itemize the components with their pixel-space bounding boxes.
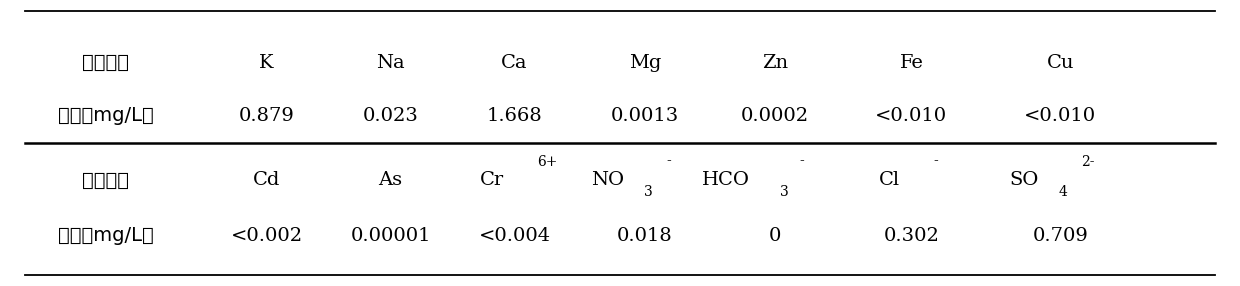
Text: Ca: Ca — [501, 54, 528, 72]
Text: 0.00001: 0.00001 — [351, 227, 430, 245]
Text: 检测项目: 检测项目 — [82, 53, 129, 72]
Text: HCO: HCO — [702, 171, 750, 189]
Text: Cr: Cr — [480, 171, 505, 189]
Text: Na: Na — [376, 54, 405, 72]
Text: 0.709: 0.709 — [1032, 227, 1089, 245]
Text: 0.023: 0.023 — [362, 107, 419, 125]
Text: SO: SO — [1009, 171, 1039, 189]
Text: 2-: 2- — [1081, 155, 1095, 168]
Text: <0.002: <0.002 — [231, 227, 303, 245]
Text: Fe: Fe — [899, 54, 924, 72]
Text: -: - — [800, 155, 805, 168]
Text: 3: 3 — [780, 185, 789, 198]
Text: Mg: Mg — [629, 54, 661, 72]
Text: 0.0002: 0.0002 — [742, 107, 808, 125]
Text: K: K — [259, 54, 274, 72]
Text: 0: 0 — [769, 227, 781, 245]
Text: As: As — [378, 171, 403, 189]
Text: 0.018: 0.018 — [618, 227, 672, 245]
Text: Cd: Cd — [253, 171, 280, 189]
Text: <0.004: <0.004 — [479, 227, 551, 245]
Text: <0.010: <0.010 — [1024, 107, 1096, 125]
Text: Zn: Zn — [761, 54, 789, 72]
Text: <0.010: <0.010 — [875, 107, 947, 125]
Text: 0.302: 0.302 — [883, 227, 940, 245]
Text: -: - — [934, 155, 939, 168]
Text: 含量（mg/L）: 含量（mg/L） — [57, 106, 154, 125]
Text: NO: NO — [590, 171, 624, 189]
Text: Cl: Cl — [878, 171, 900, 189]
Text: 6+: 6+ — [537, 155, 557, 168]
Text: -: - — [666, 155, 671, 168]
Text: 1.668: 1.668 — [487, 107, 542, 125]
Text: 0.0013: 0.0013 — [610, 107, 680, 125]
Text: Cu: Cu — [1047, 54, 1074, 72]
Text: 检测项目: 检测项目 — [82, 171, 129, 190]
Text: 4: 4 — [1059, 185, 1068, 198]
Text: 0.879: 0.879 — [238, 107, 295, 125]
Text: 含量（mg/L）: 含量（mg/L） — [57, 227, 154, 245]
Text: 3: 3 — [644, 185, 652, 198]
